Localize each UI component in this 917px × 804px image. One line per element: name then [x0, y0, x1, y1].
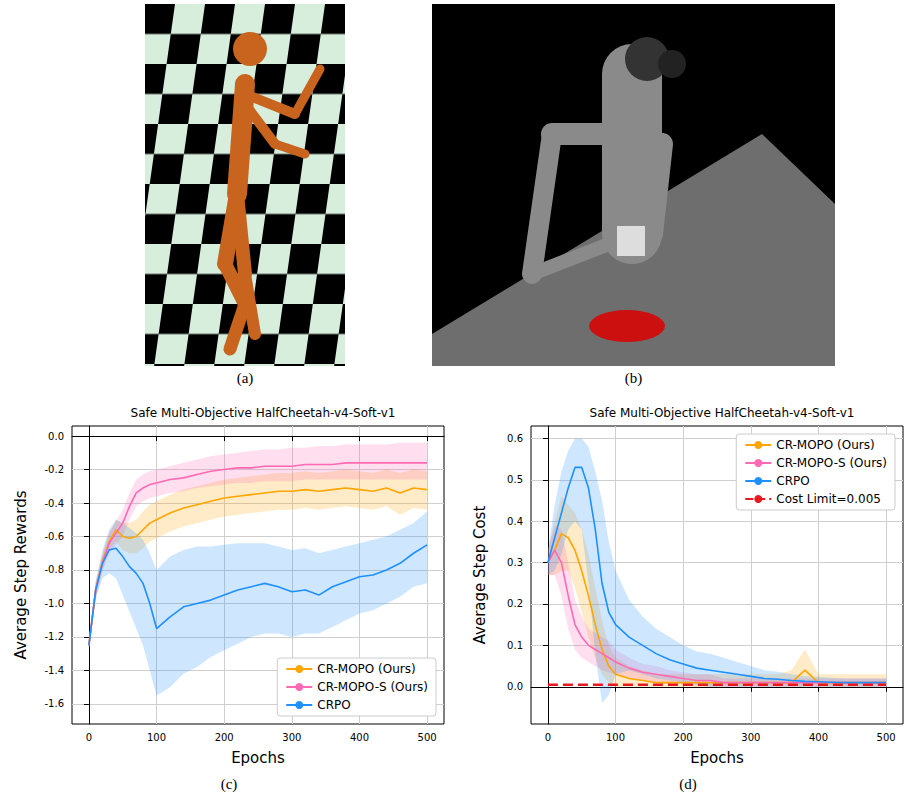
svg-text:200: 200 — [674, 732, 693, 743]
svg-text:Average Step Cost: Average Step Cost — [471, 506, 489, 645]
svg-text:-1.4: -1.4 — [44, 665, 64, 676]
svg-text:Safe Multi-Objective HalfCheet: Safe Multi-Objective HalfCheetah-v4-Soft… — [131, 406, 396, 420]
html-text:(c): (c) — [220, 776, 238, 792]
svg-text:CR-MOPO-S (Ours): CR-MOPO-S (Ours) — [317, 680, 428, 694]
svg-text:0.2: 0.2 — [507, 598, 523, 609]
svg-text:0: 0 — [545, 732, 551, 743]
svg-text:Safe Multi-Objective HalfCheet: Safe Multi-Objective HalfCheetah-v4-Soft… — [590, 406, 855, 420]
svg-text:-1.6: -1.6 — [44, 698, 64, 709]
svg-text:500: 500 — [418, 732, 437, 743]
svg-text:0.0: 0.0 — [507, 681, 523, 692]
svg-text:-0.8: -0.8 — [44, 564, 64, 575]
svg-text:-0.2: -0.2 — [44, 464, 64, 475]
html-text:(a): (a) — [236, 370, 254, 386]
svg-text:Epochs: Epochs — [690, 749, 744, 767]
svg-text:0.0: 0.0 — [48, 431, 64, 442]
svg-text:0.6: 0.6 — [507, 433, 523, 444]
svg-text:100: 100 — [147, 732, 166, 743]
svg-text:-0.6: -0.6 — [44, 531, 64, 542]
svg-text:CR-MOPO (Ours): CR-MOPO (Ours) — [317, 662, 415, 676]
svg-text:Average Step Rewards: Average Step Rewards — [12, 490, 30, 659]
svg-text:CR-MOPO (Ours): CR-MOPO (Ours) — [776, 438, 874, 452]
svg-text:-1.0: -1.0 — [44, 598, 64, 609]
svg-text:300: 300 — [282, 732, 301, 743]
svg-text:500: 500 — [877, 732, 896, 743]
svg-text:Cost Limit=0.005: Cost Limit=0.005 — [776, 492, 881, 506]
svg-text:0.1: 0.1 — [507, 640, 523, 651]
svg-text:400: 400 — [809, 732, 828, 743]
svg-text:-1.2: -1.2 — [44, 631, 64, 642]
svg-text:300: 300 — [741, 732, 760, 743]
html-text:(b): (b) — [624, 370, 643, 386]
svg-text:CR-MOPO-S (Ours): CR-MOPO-S (Ours) — [776, 456, 887, 470]
svg-text:100: 100 — [606, 732, 625, 743]
svg-text:CRPO: CRPO — [776, 474, 809, 488]
svg-text:-0.4: -0.4 — [44, 498, 64, 509]
html-text:(d): (d) — [679, 776, 697, 792]
svg-text:0: 0 — [86, 732, 92, 743]
svg-text:CRPO: CRPO — [317, 698, 350, 712]
svg-text:0.3: 0.3 — [507, 557, 523, 568]
svg-text:0.5: 0.5 — [507, 474, 523, 485]
svg-text:200: 200 — [215, 732, 234, 743]
svg-text:400: 400 — [350, 732, 369, 743]
svg-text:Epochs: Epochs — [231, 749, 285, 767]
svg-text:0.4: 0.4 — [507, 516, 523, 527]
